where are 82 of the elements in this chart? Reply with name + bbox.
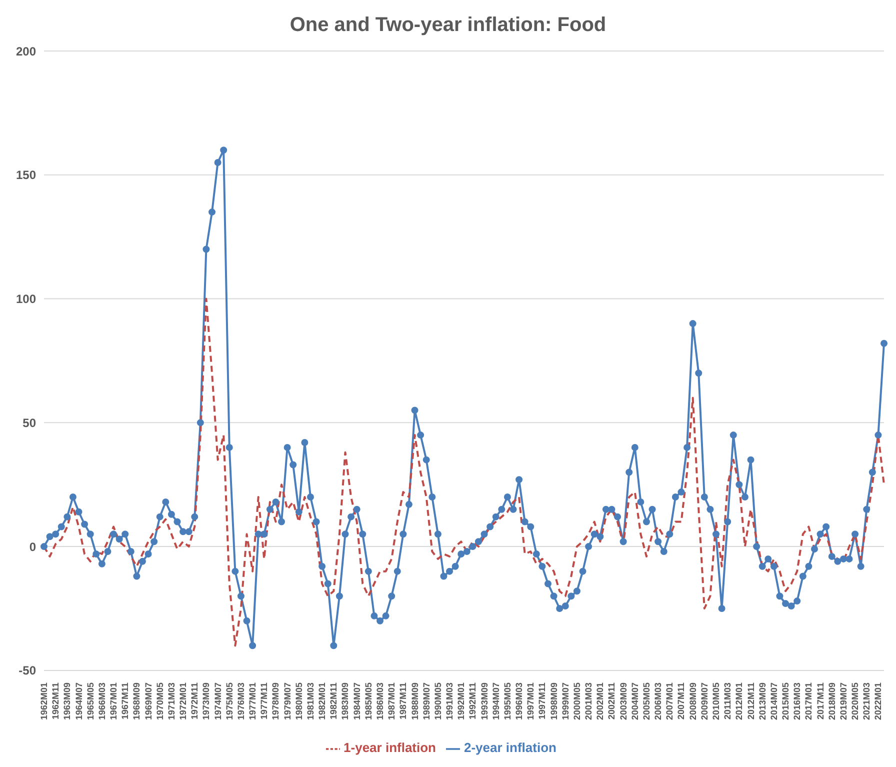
x-tick-label: 1987M11 bbox=[398, 682, 408, 720]
x-tick-label: 1994M07 bbox=[490, 682, 501, 720]
x-tick-label: 1992M11 bbox=[468, 682, 478, 720]
x-tick-label: 1993M09 bbox=[479, 682, 490, 720]
x-tick-label: 1970M05 bbox=[154, 682, 165, 720]
x-tick-label: 1972M11 bbox=[190, 682, 200, 720]
x-tick-label: 1962M11 bbox=[50, 682, 61, 720]
y-tick-label: 100 bbox=[16, 292, 36, 306]
x-tick-label: 2000M05 bbox=[572, 682, 582, 720]
x-tick-label: 1973M09 bbox=[201, 682, 212, 720]
x-tick-label: 2007M11 bbox=[676, 682, 686, 720]
x-tick-label: 2012M11 bbox=[746, 682, 756, 720]
x-tick-label: 1991M03 bbox=[444, 682, 455, 720]
x-tick-label: 1962M01 bbox=[39, 682, 49, 720]
x-tick-label: 2011M03 bbox=[722, 682, 733, 720]
x-tick-label: 1978M09 bbox=[270, 682, 281, 720]
x-tick-label: 2001M03 bbox=[584, 682, 594, 720]
x-tick-label: 1966M03 bbox=[96, 682, 107, 720]
x-tick-label: 2017M01 bbox=[804, 682, 814, 720]
x-tick-label: 2021M03 bbox=[862, 682, 872, 720]
x-tick-label: 1990M05 bbox=[432, 682, 443, 720]
x-tick-label: 1987M01 bbox=[386, 682, 397, 720]
x-tick-label: 1974M07 bbox=[212, 682, 223, 720]
x-tick-label: 1982M11 bbox=[328, 682, 339, 720]
x-tick-label: 2002M11 bbox=[606, 682, 617, 720]
x-tick-label: 1967M01 bbox=[108, 682, 119, 720]
x-tick-label: 1997M01 bbox=[526, 682, 536, 720]
x-tick-label: 1972M01 bbox=[178, 682, 188, 720]
x-tick-label: 2013M09 bbox=[757, 682, 768, 720]
y-tick-label: 50 bbox=[22, 416, 36, 430]
x-tick-label: 1981M03 bbox=[305, 682, 316, 720]
x-tick-label: 1985M05 bbox=[363, 682, 374, 720]
x-tick-label: 1979M07 bbox=[282, 682, 292, 720]
x-tick-label: 1998M09 bbox=[548, 682, 559, 720]
x-tick-label: 1969M07 bbox=[143, 682, 154, 720]
y-tick-label: 150 bbox=[16, 168, 36, 182]
x-tick-label: 2016M03 bbox=[792, 682, 802, 720]
legend-label: 1-year inflation bbox=[344, 740, 436, 756]
x-tick-label: 2012M01 bbox=[734, 682, 744, 720]
x-tick-label: 2006M03 bbox=[653, 682, 664, 720]
x-tick-label: 1976M03 bbox=[236, 682, 246, 720]
x-tick-label: 2019M07 bbox=[838, 682, 848, 720]
x-tick-label: 2014M07 bbox=[768, 682, 779, 720]
x-tick-label: 1997M11 bbox=[537, 682, 548, 720]
x-tick-label: 1996M03 bbox=[514, 682, 524, 720]
x-tick-label: 2007M01 bbox=[664, 682, 675, 720]
legend-label: 2-year inflation bbox=[464, 740, 556, 756]
x-tick-label: 1980M05 bbox=[294, 682, 304, 720]
x-tick-label: 2010M05 bbox=[711, 682, 721, 720]
x-tick-label: 2020M05 bbox=[850, 682, 860, 720]
x-tick-label: 2017M11 bbox=[815, 682, 826, 720]
x-tick-label: 2015M05 bbox=[780, 682, 791, 720]
x-tick-label: 1971M03 bbox=[166, 682, 176, 720]
x-tick-label: 1995M05 bbox=[502, 682, 512, 720]
x-tick-label: 1988M09 bbox=[410, 682, 420, 720]
x-tick-label: 1977M11 bbox=[259, 682, 270, 720]
y-tick-label: 0 bbox=[29, 540, 36, 554]
x-tick-label: 1964M07 bbox=[74, 682, 84, 720]
x-tick-label: 2002M01 bbox=[595, 682, 606, 720]
x-tick-label: 2004M07 bbox=[630, 682, 640, 720]
x-tick-label: 2022M01 bbox=[873, 682, 884, 720]
y-tick-label: -50 bbox=[18, 664, 36, 678]
x-tick-label: 1982M01 bbox=[317, 682, 328, 720]
x-tick-label: 1984M07 bbox=[352, 682, 362, 720]
x-tick-label: 2018M09 bbox=[826, 682, 837, 720]
x-tick-label: 1989M07 bbox=[421, 682, 432, 720]
x-tick-label: 1992M01 bbox=[456, 682, 466, 720]
x-tick-label: 1965M05 bbox=[85, 682, 96, 720]
x-tick-label: 1963M09 bbox=[62, 682, 72, 720]
x-tick-label: 1986M03 bbox=[375, 682, 385, 720]
x-tick-label: 1968M09 bbox=[132, 682, 142, 720]
x-tick-label: 2003M09 bbox=[618, 682, 628, 720]
x-tick-label: 1983M09 bbox=[340, 682, 350, 720]
chart-title: One and Two-year inflation: Food bbox=[288, 13, 608, 38]
x-tick-label: 1999M07 bbox=[560, 682, 570, 720]
x-tick-label: 2005M05 bbox=[641, 682, 652, 720]
x-tick-label: 1975M05 bbox=[224, 682, 234, 720]
x-tick-label: 2009M07 bbox=[699, 682, 710, 720]
x-tick-label: 2008M09 bbox=[688, 682, 698, 720]
x-tick-label: 1977M01 bbox=[248, 682, 258, 720]
x-tick-label: 1967M11 bbox=[120, 682, 130, 720]
y-tick-label: 200 bbox=[16, 44, 36, 58]
